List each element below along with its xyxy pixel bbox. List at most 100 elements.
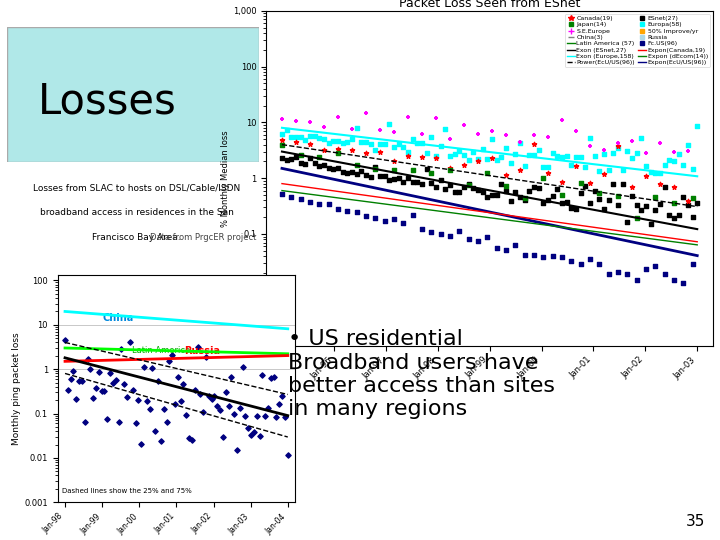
Point xyxy=(407,165,418,174)
Point xyxy=(491,190,503,199)
Point xyxy=(360,211,372,220)
Point xyxy=(332,113,343,122)
Point xyxy=(104,369,116,377)
Point xyxy=(514,138,526,146)
Point xyxy=(356,137,367,146)
Point xyxy=(486,126,498,135)
Point xyxy=(449,150,460,159)
Point xyxy=(313,134,325,143)
Point xyxy=(161,418,172,427)
Point xyxy=(169,399,181,408)
Point xyxy=(388,175,400,184)
Point xyxy=(300,136,311,145)
Point xyxy=(119,380,130,389)
Point xyxy=(155,437,166,445)
Point xyxy=(668,148,680,157)
Point xyxy=(556,178,567,186)
Point xyxy=(407,178,418,187)
Point xyxy=(542,168,554,177)
Point xyxy=(482,192,493,201)
Point xyxy=(631,275,642,284)
Point xyxy=(379,172,390,180)
Point xyxy=(538,253,549,261)
Point xyxy=(636,206,647,214)
Point xyxy=(276,392,288,400)
Point xyxy=(90,383,102,392)
Point xyxy=(631,214,642,222)
Point xyxy=(682,196,693,205)
Point xyxy=(542,163,554,172)
Point xyxy=(500,130,512,139)
Point xyxy=(332,149,343,158)
Point xyxy=(71,394,82,403)
Point xyxy=(612,139,624,147)
Point xyxy=(426,179,437,187)
Point xyxy=(186,436,198,444)
Point xyxy=(691,199,703,207)
Point xyxy=(510,150,521,158)
Point xyxy=(228,409,240,418)
Point xyxy=(323,164,334,172)
Point xyxy=(463,181,474,190)
Point xyxy=(659,161,670,170)
Point xyxy=(416,153,428,161)
Point xyxy=(305,140,316,149)
Point xyxy=(500,181,512,190)
Point xyxy=(528,183,540,191)
Point xyxy=(271,413,282,421)
Point xyxy=(514,193,526,202)
Point xyxy=(276,129,288,138)
FancyBboxPatch shape xyxy=(7,27,259,162)
Point xyxy=(687,260,698,268)
Point xyxy=(598,205,610,214)
Point xyxy=(682,141,693,150)
Point xyxy=(360,171,372,179)
Point xyxy=(458,151,469,159)
Y-axis label: % Monthly Median loss: % Monthly Median loss xyxy=(221,130,230,226)
Point xyxy=(636,134,647,143)
Point xyxy=(181,411,192,420)
Point xyxy=(147,363,158,372)
Point xyxy=(337,139,348,147)
Point xyxy=(612,267,624,276)
Point xyxy=(259,412,271,421)
Point xyxy=(593,167,605,176)
Point xyxy=(584,255,595,264)
Point xyxy=(575,188,586,197)
Point xyxy=(194,389,206,398)
Point xyxy=(621,218,633,227)
Point xyxy=(682,146,693,155)
Text: 35: 35 xyxy=(686,514,706,529)
Point xyxy=(178,380,189,388)
Point xyxy=(309,158,320,167)
Point xyxy=(281,126,292,134)
Point xyxy=(589,187,600,195)
Point xyxy=(141,397,153,406)
Point xyxy=(426,168,437,177)
Point xyxy=(458,120,469,129)
Point xyxy=(150,427,161,435)
Text: • US residential
Broadband users have
better access than sites
in many regions: • US residential Broadband users have be… xyxy=(288,329,555,419)
Point xyxy=(237,363,248,372)
Point xyxy=(691,122,703,130)
Point xyxy=(678,161,689,170)
Text: Latin America: Latin America xyxy=(132,346,190,355)
Point xyxy=(93,368,104,377)
Point xyxy=(79,418,91,427)
Point xyxy=(505,197,516,206)
Point xyxy=(435,176,446,184)
Point xyxy=(584,199,595,207)
Point xyxy=(472,157,484,166)
Point xyxy=(426,133,437,142)
Point xyxy=(318,146,330,155)
Legend: Canada(19), Japan(14), S.E.Europe, China(3), Latin America (57), Exon (ESnet,27): Canada(19), Japan(14), S.E.Europe, China… xyxy=(565,14,710,68)
Point xyxy=(565,256,577,265)
Point xyxy=(318,123,330,131)
Point xyxy=(640,148,652,157)
Point xyxy=(107,379,119,388)
Point xyxy=(472,155,484,164)
Point xyxy=(444,165,456,174)
Point xyxy=(458,161,469,170)
Point xyxy=(369,163,381,172)
Point xyxy=(295,133,307,141)
